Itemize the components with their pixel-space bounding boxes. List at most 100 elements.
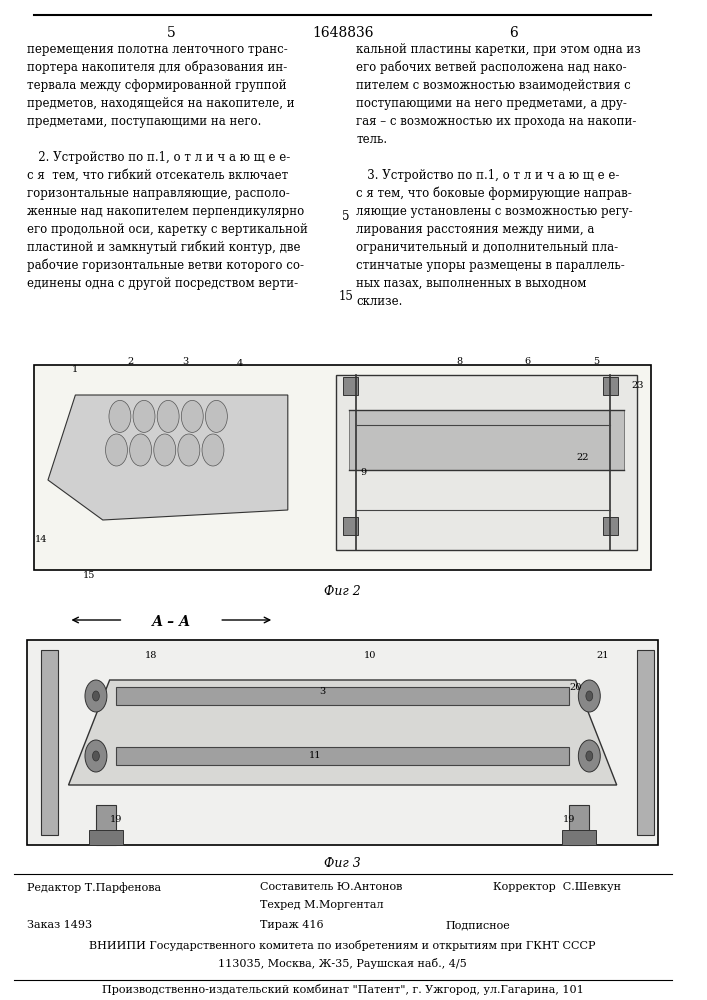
Circle shape <box>93 751 100 761</box>
Circle shape <box>181 400 203 432</box>
Text: 5: 5 <box>593 358 600 366</box>
Text: горизонтальные направляющие, располо-: горизонтальные направляющие, располо- <box>28 187 290 200</box>
Text: 15: 15 <box>83 570 95 580</box>
Text: пителем с возможностью взаимодействия с: пителем с возможностью взаимодействия с <box>356 79 631 92</box>
Bar <box>336 375 637 550</box>
Text: 18: 18 <box>144 650 157 660</box>
Text: 19: 19 <box>110 816 123 824</box>
Text: 3. Устройство по п.1, о т л и ч а ю щ е е-: 3. Устройство по п.1, о т л и ч а ю щ е … <box>356 169 620 182</box>
Text: Техред М.Моргентал: Техред М.Моргентал <box>260 900 384 910</box>
Text: женные над накопителем перпендикулярно: женные над накопителем перпендикулярно <box>28 205 305 218</box>
Bar <box>343 377 358 395</box>
Text: с я  тем, что гибкий отсекатель включает: с я тем, что гибкий отсекатель включает <box>28 169 288 182</box>
Text: 1648836: 1648836 <box>312 26 373 40</box>
Text: Фиг 3: Фиг 3 <box>325 857 361 870</box>
Text: 10: 10 <box>364 650 376 660</box>
Text: кальной пластины каретки, при этом одна из: кальной пластины каретки, при этом одна … <box>356 43 641 56</box>
Text: 11: 11 <box>309 750 322 760</box>
Text: 5: 5 <box>167 26 175 40</box>
Text: 3: 3 <box>182 357 188 365</box>
Bar <box>89 830 123 845</box>
Bar <box>603 377 618 395</box>
Text: перемещения полотна ленточного транс-: перемещения полотна ленточного транс- <box>28 43 288 56</box>
Text: Корректор  С.Шевкун: Корректор С.Шевкун <box>493 882 621 892</box>
Text: Редактор Т.Парфенова: Редактор Т.Парфенова <box>28 882 161 893</box>
Circle shape <box>586 691 592 701</box>
Text: тель.: тель. <box>356 133 387 146</box>
Bar <box>117 687 568 705</box>
Circle shape <box>153 434 176 466</box>
Circle shape <box>133 400 155 432</box>
Text: ВНИИПИ Государственного комитета по изобретениям и открытиям при ГКНТ СССР: ВНИИПИ Государственного комитета по изоб… <box>89 940 596 951</box>
Text: Подписное: Подписное <box>445 920 510 930</box>
Circle shape <box>578 740 600 772</box>
Text: 2: 2 <box>127 357 134 365</box>
Text: 23: 23 <box>631 380 643 389</box>
Text: Производственно-издательский комбинат "Патент", г. Ужгород, ул.Гагарина, 101: Производственно-издательский комбинат "П… <box>102 984 583 995</box>
Text: его рабочих ветвей расположена над нако-: его рабочих ветвей расположена над нако- <box>356 61 627 75</box>
Circle shape <box>157 400 179 432</box>
Text: его продольной оси, каретку с вертикальной: его продольной оси, каретку с вертикальн… <box>28 223 308 236</box>
Polygon shape <box>69 680 617 785</box>
Polygon shape <box>48 395 288 520</box>
Text: 22: 22 <box>576 453 589 462</box>
Bar <box>96 805 117 845</box>
Text: 5: 5 <box>342 210 350 223</box>
Text: 19: 19 <box>563 816 575 824</box>
Bar <box>568 805 590 845</box>
Bar <box>349 410 624 470</box>
Circle shape <box>202 434 224 466</box>
Text: 21: 21 <box>597 650 609 660</box>
Text: Составитель Ю.Антонов: Составитель Ю.Антонов <box>260 882 403 892</box>
Bar <box>637 650 655 835</box>
Text: 2. Устройство по п.1, о т л и ч а ю щ е е-: 2. Устройство по п.1, о т л и ч а ю щ е … <box>28 151 291 164</box>
Text: 4: 4 <box>237 359 243 367</box>
Bar <box>117 747 568 765</box>
Text: склизе.: склизе. <box>356 295 403 308</box>
Circle shape <box>85 680 107 712</box>
Text: 6: 6 <box>510 26 518 40</box>
Circle shape <box>109 400 131 432</box>
Circle shape <box>93 691 100 701</box>
Circle shape <box>129 434 151 466</box>
Text: стинчатые упоры размещены в параллель-: стинчатые упоры размещены в параллель- <box>356 259 625 272</box>
Text: пластиной и замкнутый гибкий контур, две: пластиной и замкнутый гибкий контур, две <box>28 241 301 254</box>
Bar <box>562 830 596 845</box>
Text: предметов, находящейся на накопителе, и: предметов, находящейся на накопителе, и <box>28 97 295 110</box>
Text: портера накопителя для образования ин-: портера накопителя для образования ин- <box>28 61 288 75</box>
Text: гая – с возможностью их прохода на накопи-: гая – с возможностью их прохода на накоп… <box>356 115 637 128</box>
Text: рабочие горизонтальные ветви которого со-: рабочие горизонтальные ветви которого со… <box>28 259 305 272</box>
Text: Фиг 2: Фиг 2 <box>325 585 361 598</box>
Text: Тираж 416: Тираж 416 <box>260 920 324 930</box>
Text: 9: 9 <box>360 468 366 477</box>
Text: А – А: А – А <box>152 615 191 629</box>
Text: 1: 1 <box>72 365 78 374</box>
Circle shape <box>206 400 228 432</box>
Text: поступающими на него предметами, а дру-: поступающими на него предметами, а дру- <box>356 97 627 110</box>
Bar <box>603 517 618 535</box>
Text: единены одна с другой посредством верти-: единены одна с другой посредством верти- <box>28 277 298 290</box>
Text: ляющие установлены с возможностью регу-: ляющие установлены с возможностью регу- <box>356 205 633 218</box>
Text: с я тем, что боковые формирующие направ-: с я тем, что боковые формирующие направ- <box>356 187 632 200</box>
Text: Заказ 1493: Заказ 1493 <box>28 920 93 930</box>
Text: 20: 20 <box>569 684 582 692</box>
Text: 15: 15 <box>339 290 354 303</box>
Text: 113035, Москва, Ж-35, Раушская наб., 4/5: 113035, Москва, Ж-35, Раушская наб., 4/5 <box>218 958 467 969</box>
Circle shape <box>105 434 127 466</box>
Text: 8: 8 <box>456 358 462 366</box>
Circle shape <box>85 740 107 772</box>
Circle shape <box>586 751 592 761</box>
Text: лирования расстояния между ними, а: лирования расстояния между ними, а <box>356 223 595 236</box>
Bar <box>343 517 358 535</box>
Bar <box>41 650 58 835</box>
Text: предметами, поступающими на него.: предметами, поступающими на него. <box>28 115 262 128</box>
Text: ограничительный и дополнительный пла-: ограничительный и дополнительный пла- <box>356 241 619 254</box>
Bar <box>28 640 658 845</box>
Text: 3: 3 <box>319 688 325 696</box>
FancyBboxPatch shape <box>34 365 651 570</box>
Text: 6: 6 <box>525 358 531 366</box>
Circle shape <box>578 680 600 712</box>
Circle shape <box>178 434 200 466</box>
Text: тервала между сформированной группой: тервала между сформированной группой <box>28 79 287 92</box>
Text: 14: 14 <box>35 536 47 544</box>
